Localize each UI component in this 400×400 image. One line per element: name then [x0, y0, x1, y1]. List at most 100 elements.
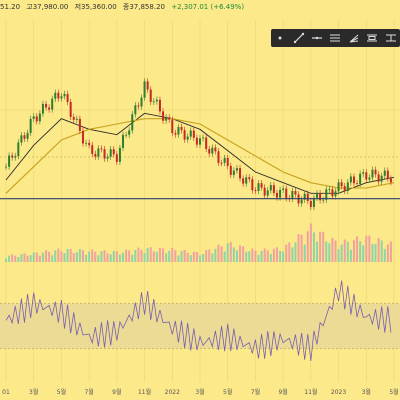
- volume-bar: [220, 246, 223, 262]
- candle-body: [260, 183, 263, 188]
- volume-bar: [374, 243, 377, 262]
- candle-body: [69, 101, 72, 117]
- fib-icon[interactable]: [365, 31, 379, 45]
- volume-bar: [285, 244, 288, 262]
- candle-body: [26, 132, 29, 139]
- candle-body: [72, 116, 75, 120]
- volume-bar: [356, 236, 359, 262]
- change-value: +2,307.01 (+6.49%): [171, 3, 245, 11]
- volume-bar: [223, 251, 226, 262]
- volume-bar: [275, 247, 278, 262]
- candle-body: [168, 117, 171, 120]
- volume-bar: [226, 243, 229, 262]
- volume-bar: [322, 231, 325, 262]
- candle-body: [266, 190, 269, 196]
- candle-body: [125, 134, 128, 136]
- volume-bar: [288, 242, 291, 262]
- candle-body: [140, 97, 143, 107]
- candle-body: [254, 190, 257, 192]
- x-tick-label: 9월: [278, 388, 287, 396]
- volume-bar: [78, 249, 81, 262]
- candle-body: [331, 189, 334, 197]
- candle-body: [232, 170, 235, 175]
- volume-bar: [282, 251, 285, 262]
- measure-icon[interactable]: [384, 31, 398, 45]
- candle-body: [312, 197, 315, 208]
- volume-bar: [266, 250, 269, 262]
- candle-body: [149, 89, 152, 102]
- volume-bar: [202, 254, 205, 262]
- volume-bar: [152, 251, 155, 262]
- candle-body: [137, 105, 140, 107]
- candle-body: [362, 172, 365, 174]
- close-value: 종37,858.20: [122, 3, 165, 11]
- volume-bar: [279, 250, 282, 262]
- candle-body: [334, 191, 337, 197]
- volume-bar: [263, 248, 266, 262]
- candle-body: [195, 137, 198, 145]
- volume-bar: [171, 248, 174, 262]
- horizontal-line-icon[interactable]: [310, 31, 324, 45]
- volume-bar: [294, 242, 297, 262]
- volume-bar: [340, 244, 343, 262]
- candle-body: [103, 149, 106, 159]
- x-tick-label: 2022: [165, 389, 180, 396]
- candle-body: [11, 155, 14, 158]
- candle-body: [14, 156, 17, 158]
- volume-bar: [66, 248, 69, 262]
- candle-body: [316, 193, 319, 198]
- volume-bar: [63, 253, 66, 262]
- volume-bar: [180, 250, 183, 262]
- channel-icon[interactable]: [328, 31, 342, 45]
- candle-body: [248, 177, 251, 180]
- volume-bar: [183, 249, 186, 262]
- candle-body: [91, 145, 94, 154]
- dot-icon[interactable]: [273, 31, 287, 45]
- candle-body: [377, 174, 380, 182]
- pitchfork-icon[interactable]: [347, 31, 361, 45]
- volume-bar: [134, 250, 137, 262]
- x-tick-label: 11월: [304, 388, 317, 396]
- candle-body: [340, 182, 343, 187]
- volume-bar: [189, 255, 192, 262]
- candle-body: [269, 185, 272, 191]
- volume-bar: [94, 251, 97, 262]
- candle-body: [48, 107, 51, 110]
- volume-bar: [146, 247, 149, 262]
- candle-body: [389, 178, 392, 183]
- candle-body: [359, 173, 362, 184]
- drawing-toolbar: [271, 29, 400, 47]
- x-tick-label: 5월: [223, 388, 232, 396]
- trend-line-icon[interactable]: [292, 31, 306, 45]
- volume-bar: [122, 252, 125, 262]
- candle-body: [294, 190, 297, 195]
- high-value: 고37,980.00: [26, 3, 69, 11]
- volume-bar: [192, 251, 195, 262]
- volume-bar: [140, 249, 143, 262]
- volume-bar: [162, 248, 165, 262]
- candle-body: [374, 169, 377, 175]
- volume-bar: [260, 250, 263, 262]
- volume-bar: [217, 244, 220, 262]
- volume-bar: [8, 255, 11, 262]
- volume-bar: [254, 250, 257, 262]
- open-value: 51.20: [0, 3, 21, 11]
- candle-body: [180, 126, 183, 131]
- x-tick-label: 3월: [362, 388, 371, 396]
- volume-bar: [11, 254, 14, 262]
- candle-body: [131, 114, 134, 131]
- candle-body: [346, 182, 349, 191]
- candle-body: [63, 93, 66, 97]
- candle-body: [217, 151, 220, 163]
- volume-bar: [377, 238, 380, 262]
- candle-body: [8, 155, 11, 167]
- volume-bar: [100, 251, 103, 262]
- volume-bar: [174, 250, 177, 262]
- candle-body: [29, 118, 32, 133]
- candle-body: [322, 199, 325, 201]
- x-tick-label: 11월: [138, 388, 151, 396]
- candle-body: [282, 188, 285, 190]
- volume-bar: [337, 249, 340, 262]
- volume-bar: [115, 251, 118, 262]
